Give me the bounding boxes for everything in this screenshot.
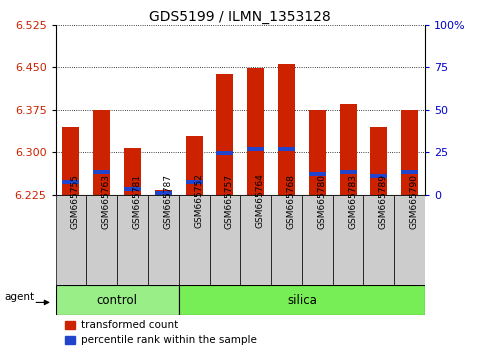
- Text: GSM665790: GSM665790: [410, 173, 419, 229]
- Bar: [93, 170, 110, 174]
- Bar: [62, 180, 79, 184]
- Bar: [155, 190, 172, 195]
- Bar: [364, 195, 394, 285]
- Bar: [247, 68, 264, 195]
- Bar: [216, 152, 233, 155]
- Bar: [155, 191, 172, 195]
- Bar: [185, 136, 202, 195]
- Text: GSM665789: GSM665789: [379, 173, 388, 229]
- Bar: [271, 195, 302, 285]
- Bar: [309, 172, 326, 176]
- Text: GSM665764: GSM665764: [256, 173, 265, 228]
- Bar: [56, 285, 179, 315]
- Bar: [401, 110, 418, 195]
- Bar: [86, 195, 117, 285]
- Bar: [247, 147, 264, 152]
- Bar: [124, 187, 141, 191]
- Bar: [185, 180, 202, 184]
- Text: GSM665752: GSM665752: [194, 173, 203, 228]
- Bar: [401, 170, 418, 174]
- Bar: [216, 74, 233, 195]
- Text: agent: agent: [4, 292, 35, 302]
- Bar: [210, 195, 240, 285]
- Text: silica: silica: [287, 293, 317, 307]
- Bar: [302, 195, 333, 285]
- Bar: [278, 147, 295, 152]
- Bar: [370, 174, 387, 178]
- Bar: [309, 110, 326, 195]
- Bar: [240, 195, 271, 285]
- Bar: [333, 195, 364, 285]
- Text: GSM665768: GSM665768: [286, 173, 296, 229]
- Text: control: control: [97, 293, 138, 307]
- Text: GSM665780: GSM665780: [317, 173, 327, 229]
- Text: GSM665755: GSM665755: [71, 173, 80, 229]
- Text: GSM665763: GSM665763: [102, 173, 111, 229]
- Bar: [278, 64, 295, 195]
- Bar: [117, 195, 148, 285]
- Bar: [340, 104, 356, 195]
- Text: GSM665781: GSM665781: [132, 173, 142, 229]
- Bar: [148, 195, 179, 285]
- Bar: [340, 170, 356, 174]
- Bar: [124, 148, 141, 195]
- Text: GSM665787: GSM665787: [163, 173, 172, 229]
- Bar: [179, 285, 425, 315]
- Bar: [93, 110, 110, 195]
- Bar: [62, 127, 79, 195]
- Text: GSM665757: GSM665757: [225, 173, 234, 229]
- Legend: transformed count, percentile rank within the sample: transformed count, percentile rank withi…: [61, 316, 261, 349]
- Bar: [394, 195, 425, 285]
- Text: GSM665783: GSM665783: [348, 173, 357, 229]
- Title: GDS5199 / ILMN_1353128: GDS5199 / ILMN_1353128: [149, 10, 331, 24]
- Bar: [370, 127, 387, 195]
- Bar: [179, 195, 210, 285]
- Bar: [56, 195, 86, 285]
